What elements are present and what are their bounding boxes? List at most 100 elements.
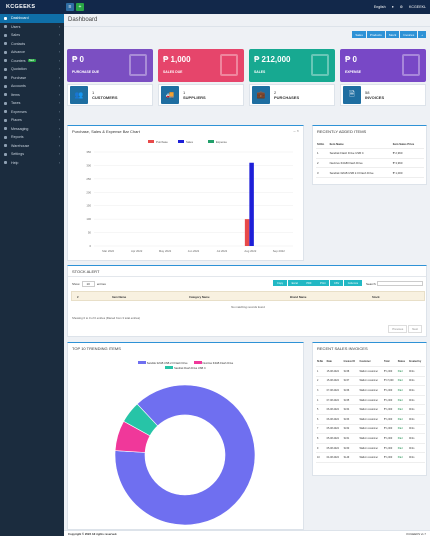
messaging-icon <box>4 127 7 131</box>
table-row[interactable]: 10 04-08-2022 SL49 Walk-In customer ₱ 1,000 P… <box>316 453 425 463</box>
stat-value: ₱ 0 <box>72 55 85 64</box>
col-brand-name[interactable]: Brand Name <box>290 295 307 299</box>
table-row[interactable]: 1 15-08-2022 SL58 Walk-In customer ₱ 1,000 Pa… <box>316 367 425 377</box>
sidebar-item-counters[interactable]: Counters New ‹ <box>0 57 64 66</box>
count-card-customers[interactable]: 👥 1 CUSTOMERS <box>67 84 153 106</box>
column-header[interactable]: Sl.No <box>317 360 324 364</box>
table-row[interactable]: 2 15-08-2022 SL57 Walk-In customer ₱ 17,000 P… <box>316 376 425 386</box>
quick-button-0[interactable]: Sales <box>352 31 366 38</box>
sidebar-item-accounts[interactable]: Accounts ‹ <box>0 82 64 91</box>
sidebar-item-settings[interactable]: Settings ‹ <box>0 150 64 159</box>
bell-icon[interactable]: ● <box>391 5 394 9</box>
stat-card-sales-due[interactable]: ₱ 1,000 SALES DUE <box>158 49 244 82</box>
sidebar-item-purchase[interactable]: Purchase ‹ <box>0 74 64 83</box>
count-card-suppliers[interactable]: 🚚 1 SUPPLIERS <box>158 84 244 106</box>
quick-button-3[interactable]: Invoices <box>400 31 418 38</box>
legend-label[interactable]: Sales <box>186 140 194 144</box>
entries-select[interactable]: 10 <box>81 281 95 287</box>
sidebar-item-items[interactable]: Items ‹ <box>0 91 64 100</box>
quick-button-2[interactable]: Stock <box>385 31 400 38</box>
table-row[interactable]: 7 05-08-2022 SL52 Walk-In customer ₱ 1,000 Pa… <box>316 424 425 434</box>
export-print-button[interactable]: Print <box>316 280 330 286</box>
col-category-name[interactable]: Category Name <box>189 295 210 299</box>
donut-slice[interactable] <box>123 403 159 437</box>
column-header[interactable]: Total <box>383 360 390 364</box>
bar-purchase[interactable] <box>244 219 250 246</box>
sidebar-item-sales[interactable]: Sales ‹ <box>0 31 64 40</box>
sidebar-item-warehouse[interactable]: Warehouse ‹ <box>0 142 64 151</box>
col-item-name[interactable]: Item Name <box>112 295 127 299</box>
sidebar-item-contacts[interactable]: Contacts ‹ <box>0 40 64 49</box>
table-row[interactable]: 8 05-08-2022 SL51 Walk-In customer ₱ 1,000 Pa… <box>316 434 425 444</box>
count-card-purchases[interactable]: 💼 2 PURCHASES <box>249 84 335 106</box>
bar-sales[interactable] <box>249 162 254 246</box>
table-row[interactable]: 3 Sandisk 32GB USB 2.0 Flash Drive ₱ 1,000 <box>316 168 424 178</box>
export-copy-button[interactable]: Copy <box>273 280 288 286</box>
chevron-left-icon: ‹ <box>58 160 60 165</box>
legend-item[interactable]: Sandisk Flash Drive USB C <box>165 366 206 370</box>
export-columns-button[interactable]: Columns <box>343 280 363 286</box>
sidebar-item-messaging[interactable]: Messaging ‹ <box>0 125 64 134</box>
sidebar-item-label: Purchase <box>11 75 27 80</box>
sidebar-item-users[interactable]: Users ‹ <box>0 23 64 32</box>
table-cell: Chris <box>408 446 415 450</box>
legend-label[interactable]: Purchase <box>156 140 168 144</box>
previous-button[interactable]: Previous <box>388 325 408 333</box>
col-stock[interactable]: Stock <box>372 295 380 299</box>
brand-logo[interactable]: KCGEEKS <box>6 4 36 10</box>
settings-icon[interactable]: ⚙ <box>399 5 404 9</box>
sidebar-item-label: Advance <box>11 50 25 55</box>
stat-card-sales[interactable]: ₱ 212,000 SALES <box>249 49 335 82</box>
trending-donut-chart <box>114 384 256 526</box>
column-header[interactable]: Item Name <box>329 141 344 146</box>
legend-item[interactable]: Sandisk 32GB USB 2.0 Flash Drive <box>137 361 188 365</box>
column-header[interactable]: Customer <box>359 360 371 364</box>
column-header[interactable]: Created by <box>408 360 422 364</box>
export-pdf-button[interactable]: PDF <box>302 280 316 286</box>
user-menu[interactable]: KCGEEKL <box>409 5 426 9</box>
donut-slice[interactable] <box>114 384 256 526</box>
stat-card-expense[interactable]: ₱ 0 EXPENSE <box>340 49 426 82</box>
legend-label[interactable]: Expense <box>216 140 227 144</box>
table-row[interactable]: 5 06-08-2022 SL54 Walk-In customer ₱ 1,000 Pa… <box>316 405 425 415</box>
add-icon[interactable]: + <box>76 3 84 11</box>
table-row[interactable]: 6 06-08-2022 SL53 Walk-In customer ₱ 1,000 Pa… <box>316 415 425 425</box>
column-header[interactable]: Invoice ID <box>343 360 355 364</box>
y-tick-label: 200 <box>86 190 91 194</box>
next-button[interactable]: Next <box>408 325 422 333</box>
sidebar-item-label: Warehouse <box>11 143 30 148</box>
column-header[interactable]: Item Sales Price <box>392 141 415 146</box>
quick-button-4[interactable]: + <box>418 31 426 38</box>
table-row[interactable]: 3 07-08-2022 SL56 Walk-In customer ₱ 1,000 Pa… <box>316 386 425 396</box>
menu-toggle-icon[interactable]: ≡ <box>66 3 74 11</box>
sidebar-item-dashboard[interactable]: Dashboard <box>0 14 64 23</box>
export-excel-button[interactable]: Excel <box>287 280 302 286</box>
column-header[interactable]: Sl.No <box>317 141 325 146</box>
export-csv-button[interactable]: CSV <box>329 280 344 286</box>
legend-swatch-purchase <box>148 140 154 143</box>
sidebar-item-help[interactable]: Help ‹ <box>0 159 64 168</box>
sidebar-item-reports[interactable]: Reports ‹ <box>0 133 64 142</box>
count-card-invoices[interactable]: 🗎 58 INVOICES <box>340 84 426 106</box>
search-input[interactable] <box>377 281 424 286</box>
stat-card-purchase-due[interactable]: ₱ 0 PURCHASE DUE <box>67 49 153 82</box>
legend-item[interactable]: Nextrive 64GB Flash Drive <box>193 361 233 365</box>
language-selector[interactable]: English <box>373 5 386 9</box>
col-hash[interactable]: # <box>77 295 79 299</box>
table-row[interactable]: 2 Nextrive 64GB Flash Drive ₱ 3,960 <box>316 158 424 168</box>
quick-button-1[interactable]: Products <box>366 31 385 38</box>
sidebar-item-expenses[interactable]: Expenses ‹ <box>0 108 64 117</box>
sidebar-item-taxes[interactable]: Taxes ‹ <box>0 99 64 108</box>
collapse-icon[interactable]: – × <box>293 128 299 133</box>
column-header[interactable]: Date <box>326 360 332 364</box>
table-row[interactable]: 1 Sandisk Flash Drive USB C ₱ 2,960 <box>316 149 424 159</box>
table-cell: 06-08-2022 <box>326 408 339 412</box>
table-cell: ₱ 3,960 <box>392 160 403 165</box>
sidebar-item-places[interactable]: Places ‹ <box>0 116 64 125</box>
table-row[interactable]: 4 07-08-2022 SL55 Walk-In customer ₱ 1,000 Pa… <box>316 395 425 405</box>
sidebar-item-advance[interactable]: Advance ‹ <box>0 48 64 57</box>
table-row[interactable]: 9 05-08-2022 SL50 Walk-In customer ₱ 1,000 Pa… <box>316 443 425 453</box>
sidebar-item-label: Settings <box>11 152 24 157</box>
column-header[interactable]: Status <box>397 360 406 364</box>
sidebar-item-quotation[interactable]: Quotation ‹ <box>0 65 64 74</box>
